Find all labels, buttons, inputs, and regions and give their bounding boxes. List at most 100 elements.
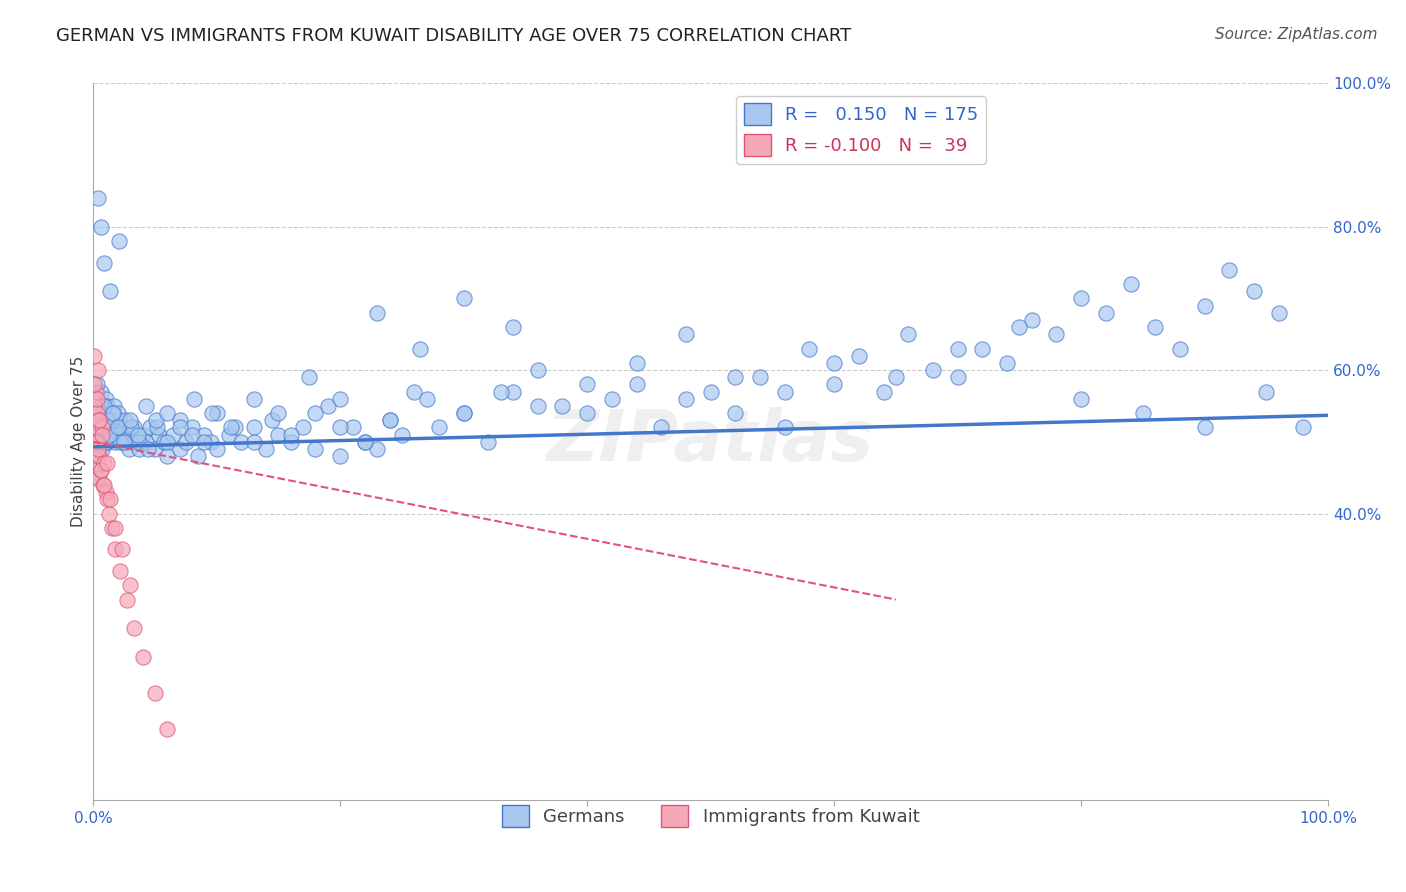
Text: GERMAN VS IMMIGRANTS FROM KUWAIT DISABILITY AGE OVER 75 CORRELATION CHART: GERMAN VS IMMIGRANTS FROM KUWAIT DISABIL… xyxy=(56,27,852,45)
Point xyxy=(354,434,377,449)
Point xyxy=(224,420,246,434)
Point xyxy=(922,363,945,377)
Point xyxy=(121,427,143,442)
Point xyxy=(83,377,105,392)
Point xyxy=(152,434,174,449)
Point xyxy=(502,384,524,399)
Point xyxy=(576,406,599,420)
Point xyxy=(242,420,264,434)
Point xyxy=(1267,306,1289,320)
Point xyxy=(121,420,143,434)
Point xyxy=(89,406,111,420)
Point xyxy=(1119,277,1142,292)
Point xyxy=(1194,299,1216,313)
Point xyxy=(101,406,124,420)
Point xyxy=(773,384,796,399)
Point xyxy=(84,420,107,434)
Point xyxy=(90,427,112,442)
Point xyxy=(181,420,204,434)
Point xyxy=(115,592,138,607)
Point xyxy=(100,521,122,535)
Point xyxy=(749,370,772,384)
Point xyxy=(90,427,112,442)
Point xyxy=(128,442,150,456)
Point xyxy=(169,420,191,434)
Point xyxy=(453,406,475,420)
Point xyxy=(108,234,131,248)
Point xyxy=(231,434,253,449)
Point xyxy=(145,413,167,427)
Point xyxy=(100,406,122,420)
Point xyxy=(118,442,141,456)
Point xyxy=(1292,420,1315,434)
Point xyxy=(125,434,148,449)
Point xyxy=(115,434,138,449)
Point xyxy=(453,292,475,306)
Point xyxy=(366,306,388,320)
Point xyxy=(83,349,105,363)
Point xyxy=(136,442,159,456)
Point xyxy=(342,420,364,434)
Point xyxy=(181,427,204,442)
Point xyxy=(93,456,115,470)
Point xyxy=(143,442,166,456)
Point xyxy=(205,442,228,456)
Point xyxy=(112,420,135,434)
Point xyxy=(650,420,672,434)
Point xyxy=(848,349,870,363)
Point xyxy=(90,219,112,234)
Legend: Germans, Immigrants from Kuwait: Germans, Immigrants from Kuwait xyxy=(495,797,927,834)
Point xyxy=(183,392,205,406)
Point xyxy=(262,413,284,427)
Point xyxy=(329,392,352,406)
Point xyxy=(100,413,122,427)
Point xyxy=(409,342,432,356)
Point xyxy=(93,413,115,427)
Point xyxy=(242,392,264,406)
Point xyxy=(98,427,121,442)
Point xyxy=(100,492,122,507)
Point xyxy=(946,370,969,384)
Point xyxy=(267,427,290,442)
Point xyxy=(156,722,179,736)
Point xyxy=(89,413,111,427)
Point xyxy=(162,427,184,442)
Point xyxy=(427,420,450,434)
Point xyxy=(104,542,127,557)
Point xyxy=(156,406,179,420)
Point xyxy=(87,434,110,449)
Point xyxy=(415,392,437,406)
Point xyxy=(218,427,240,442)
Point xyxy=(174,434,197,449)
Point xyxy=(298,370,321,384)
Point xyxy=(329,420,352,434)
Point xyxy=(1008,320,1031,334)
Point xyxy=(131,427,153,442)
Point xyxy=(139,420,162,434)
Point xyxy=(221,420,243,434)
Point xyxy=(91,478,114,492)
Point xyxy=(90,420,112,434)
Point xyxy=(96,413,118,427)
Point xyxy=(1045,327,1067,342)
Point xyxy=(89,449,111,463)
Point xyxy=(90,442,112,456)
Point xyxy=(156,449,179,463)
Point xyxy=(329,449,352,463)
Point xyxy=(254,442,277,456)
Point xyxy=(91,420,114,434)
Point xyxy=(96,492,118,507)
Point xyxy=(304,406,326,420)
Point xyxy=(94,485,117,500)
Point xyxy=(131,649,153,664)
Point xyxy=(90,463,112,477)
Point xyxy=(200,434,222,449)
Point xyxy=(135,434,157,449)
Point xyxy=(316,399,339,413)
Point xyxy=(120,578,142,592)
Point xyxy=(86,392,108,406)
Point xyxy=(120,413,142,427)
Y-axis label: Disability Age Over 75: Disability Age Over 75 xyxy=(72,356,86,527)
Point xyxy=(96,456,118,470)
Point xyxy=(87,442,110,456)
